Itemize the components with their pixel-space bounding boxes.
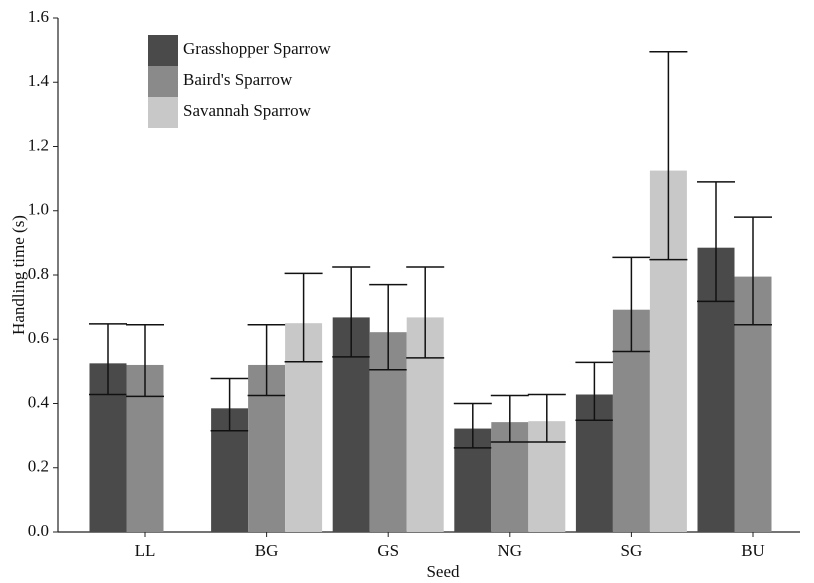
error-bar: [527, 393, 566, 443]
y-tick-label: 1.0: [28, 200, 49, 219]
error-bar: [210, 377, 249, 432]
error-bar: [89, 323, 127, 396]
y-tick-label: 1.6: [28, 7, 49, 26]
error-bar: [284, 272, 323, 363]
error-bar: [406, 266, 445, 359]
x-tick-label: GS: [377, 541, 399, 560]
error-bar: [649, 50, 688, 261]
error-bar: [697, 181, 735, 303]
y-axis-label: Handling time (s): [9, 215, 28, 335]
error-bar: [575, 361, 614, 421]
error-bar: [734, 216, 772, 326]
x-tick-label: SG: [621, 541, 643, 560]
x-tick-label: NG: [498, 541, 523, 560]
y-tick-label: 1.2: [28, 135, 49, 154]
legend-label: Baird's Sparrow: [183, 70, 293, 89]
x-tick-label: BU: [741, 541, 765, 560]
error-bar: [126, 324, 164, 398]
y-tick-label: 1.4: [28, 71, 50, 90]
error-bar: [612, 256, 651, 353]
x-axis-label: Seed: [426, 562, 460, 581]
error-bar: [490, 394, 529, 443]
x-tick-label: LL: [135, 541, 156, 560]
y-tick-label: 0.4: [28, 392, 50, 411]
legend-swatch: [148, 97, 178, 128]
y-tick-label: 0.8: [28, 264, 49, 283]
error-bar: [369, 283, 408, 371]
legend-swatch: [148, 35, 178, 66]
x-tick-label: BG: [255, 541, 279, 560]
legend-label: Savannah Sparrow: [183, 101, 312, 120]
error-bar: [332, 266, 371, 358]
y-tick-label: 0.2: [28, 457, 49, 476]
error-bar: [453, 402, 492, 449]
y-tick-label: 0.6: [28, 328, 49, 347]
legend-swatch: [148, 66, 178, 97]
error-bar: [247, 324, 286, 397]
y-tick-label: 0.0: [28, 521, 49, 540]
legend-label: Grasshopper Sparrow: [183, 39, 331, 58]
